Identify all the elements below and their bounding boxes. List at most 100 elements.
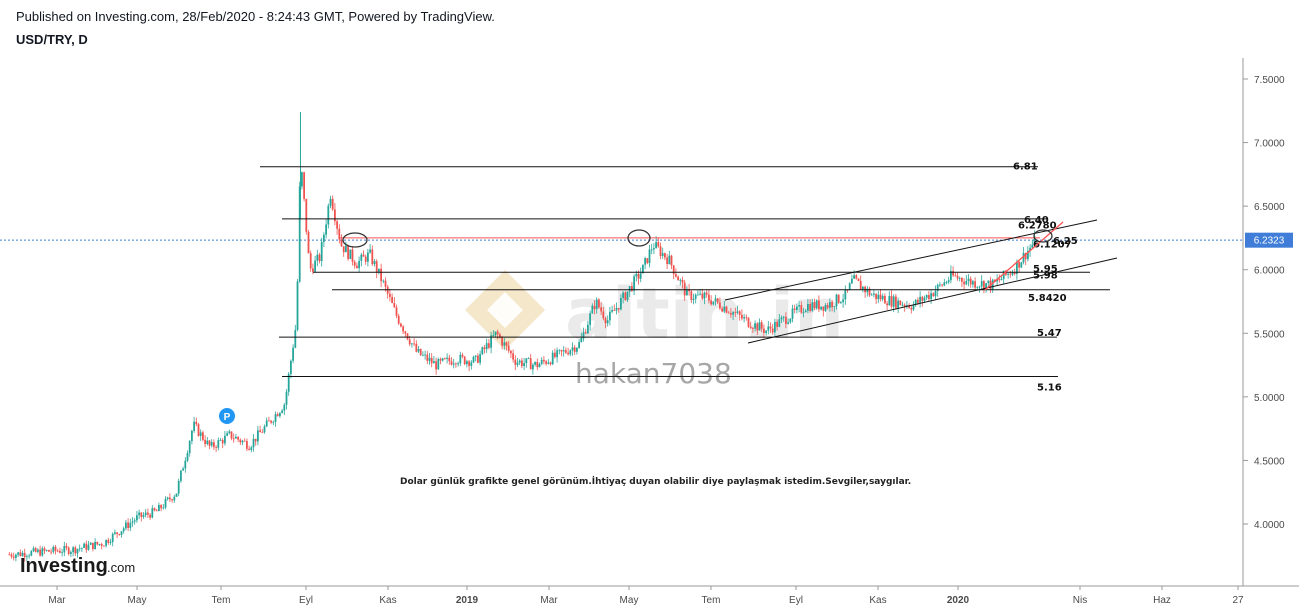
candle <box>584 328 587 335</box>
candle <box>851 274 853 284</box>
candle <box>208 439 211 450</box>
candle <box>12 552 15 561</box>
candle <box>919 290 922 308</box>
candle <box>98 543 101 546</box>
candle <box>527 357 530 360</box>
investing-logo-suffix: .com <box>107 560 135 575</box>
candle <box>15 553 17 562</box>
candle <box>26 554 28 562</box>
price-tick-label: 7.0000 <box>1254 139 1285 150</box>
candle <box>404 330 407 338</box>
candle <box>411 343 413 348</box>
candle <box>881 293 884 302</box>
candle <box>261 428 264 433</box>
candle <box>94 538 97 550</box>
candle <box>437 357 440 370</box>
candle <box>391 293 394 304</box>
candle <box>941 283 944 288</box>
candle <box>125 520 127 531</box>
candle <box>734 307 737 317</box>
candle <box>488 339 490 350</box>
time-tick-label: Kas <box>869 595 886 606</box>
candle <box>798 300 801 313</box>
candle <box>298 181 301 283</box>
candle <box>598 298 600 309</box>
candle <box>50 548 53 555</box>
candle <box>340 234 343 247</box>
candle <box>721 306 724 313</box>
candle <box>974 277 977 290</box>
candle <box>248 445 251 451</box>
candle <box>826 302 829 310</box>
candle <box>136 511 138 523</box>
candle <box>347 244 350 261</box>
candle <box>283 403 286 415</box>
candle <box>8 552 11 556</box>
candle <box>609 306 611 326</box>
candle <box>769 322 772 334</box>
candle <box>439 357 442 365</box>
candle <box>37 548 39 554</box>
candle <box>829 298 831 312</box>
candle <box>758 318 761 331</box>
candle <box>61 548 64 557</box>
candle <box>107 537 110 545</box>
candle <box>873 289 875 298</box>
candle <box>461 352 464 359</box>
candle <box>844 285 847 305</box>
candle <box>202 430 204 442</box>
candle <box>72 546 75 557</box>
candle <box>1000 276 1003 281</box>
candle <box>800 301 803 315</box>
candle <box>868 286 871 297</box>
candle <box>692 293 695 305</box>
candle <box>177 478 180 497</box>
candle <box>191 429 193 445</box>
candle <box>512 349 515 363</box>
candle <box>965 275 968 286</box>
candle <box>848 282 851 291</box>
candle <box>521 357 523 369</box>
candle <box>532 363 534 375</box>
candle <box>166 496 169 501</box>
candle <box>602 306 605 321</box>
candle <box>998 274 1001 283</box>
watermark-logo: altin.in <box>465 270 844 355</box>
candle <box>276 412 279 417</box>
candle <box>468 360 471 372</box>
candle <box>400 322 402 328</box>
candle <box>945 280 948 285</box>
candle <box>622 291 625 304</box>
candle <box>239 438 242 445</box>
symbol-title: USD/TRY, D <box>16 32 88 47</box>
candle <box>378 268 380 275</box>
candle <box>1011 269 1014 277</box>
candle <box>373 259 376 267</box>
red-trendline <box>984 221 1064 291</box>
candle <box>96 541 99 546</box>
candle <box>74 545 77 556</box>
candle <box>70 550 72 558</box>
candle <box>791 304 794 323</box>
candle <box>362 250 365 257</box>
candle <box>604 316 607 329</box>
published-caption: Published on Investing.com, 28/Feb/2020 … <box>16 9 495 24</box>
candle <box>694 293 697 304</box>
candle <box>822 306 825 317</box>
candle <box>888 291 891 306</box>
candle <box>934 285 937 301</box>
candle <box>589 310 592 331</box>
candle <box>730 308 732 318</box>
candle <box>972 280 974 288</box>
event-marker[interactable]: P <box>219 408 235 424</box>
candle <box>664 252 666 261</box>
candle <box>472 355 475 364</box>
candle <box>81 547 83 552</box>
candle <box>646 258 649 265</box>
time-tick-label: 27 <box>1232 595 1244 606</box>
candle <box>600 302 603 315</box>
candle <box>78 544 81 552</box>
candle <box>195 417 198 427</box>
candle <box>303 171 306 202</box>
